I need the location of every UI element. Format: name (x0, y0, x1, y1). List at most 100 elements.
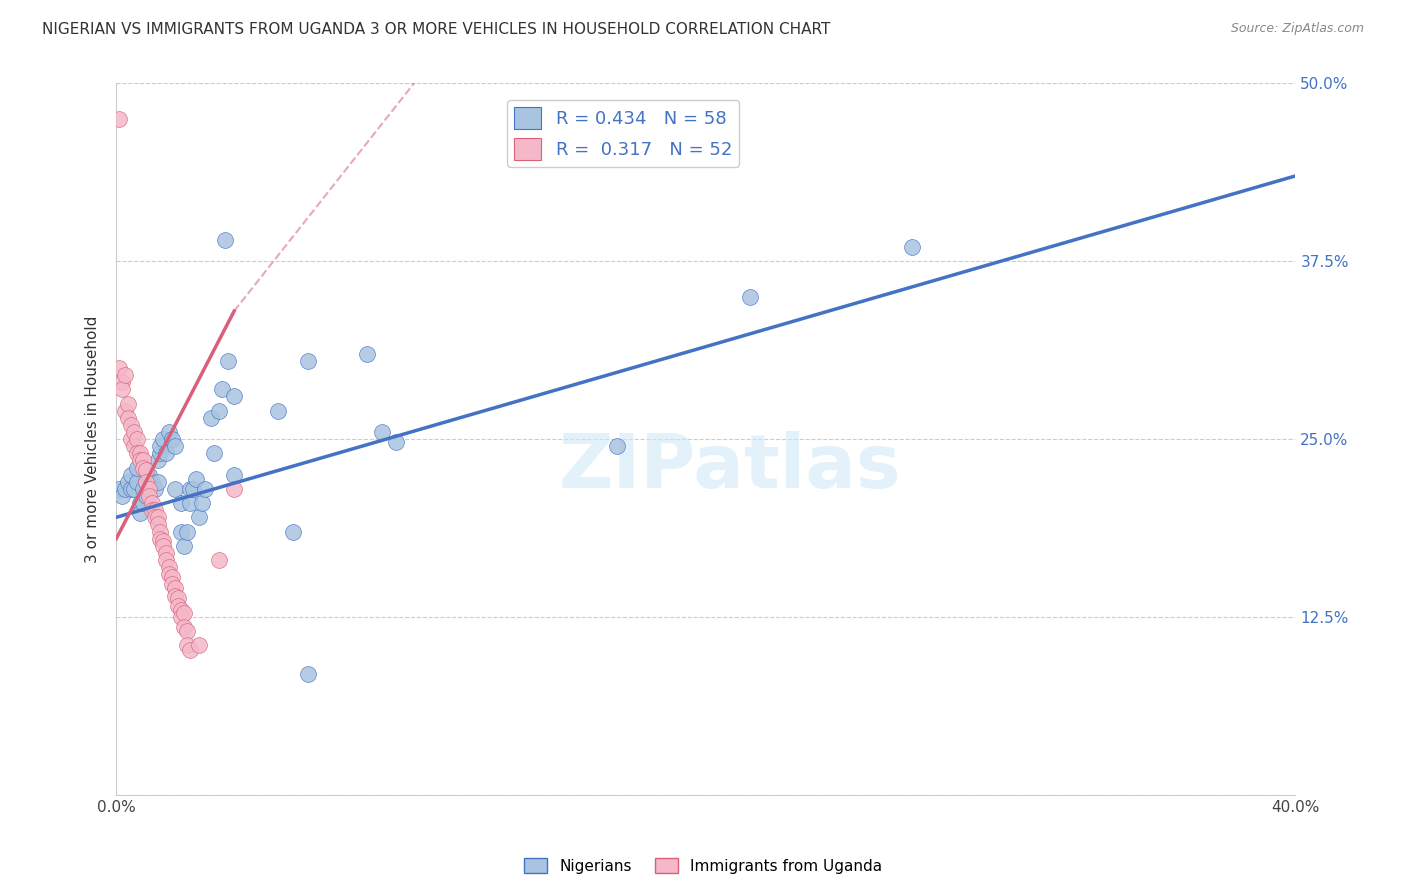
Point (173, 606, 195, 620)
Point (176, 624, 198, 639)
Point (165, 589, 187, 603)
Point (143, 503, 166, 517)
Point (162, 432, 184, 446)
Point (194, 482, 217, 496)
Point (138, 467, 160, 482)
Point (111, 489, 134, 503)
Point (187, 510, 209, 524)
Y-axis label: 3 or more Vehicles in Household: 3 or more Vehicles in Household (86, 316, 100, 563)
Point (165, 482, 187, 496)
Point (146, 475, 169, 489)
Point (167, 599, 190, 613)
Point (125, 460, 148, 475)
Point (385, 434, 408, 449)
Point (217, 354, 239, 368)
Point (141, 475, 163, 489)
Legend: Nigerians, Immigrants from Uganda: Nigerians, Immigrants from Uganda (517, 852, 889, 880)
Point (125, 446, 148, 460)
Point (146, 517, 169, 532)
Point (152, 539, 174, 553)
Point (135, 489, 157, 503)
Point (191, 496, 214, 510)
Point (173, 620, 195, 634)
Point (170, 496, 193, 510)
Point (606, 439, 628, 453)
Point (149, 439, 172, 453)
Point (114, 482, 136, 496)
Point (128, 496, 150, 510)
Point (120, 482, 142, 496)
Point (122, 425, 145, 439)
Point (224, 467, 246, 482)
Point (146, 510, 169, 524)
Point (135, 475, 157, 489)
Point (157, 425, 180, 439)
Point (125, 432, 148, 446)
Point (120, 432, 142, 446)
Point (179, 642, 201, 657)
Point (128, 453, 150, 467)
Point (108, 112, 131, 126)
Point (267, 403, 290, 417)
Point (111, 382, 134, 396)
Point (146, 453, 169, 467)
Point (173, 539, 195, 553)
Point (162, 570, 184, 584)
Point (117, 475, 139, 489)
Point (155, 446, 177, 460)
Point (214, 233, 236, 247)
Text: Source: ZipAtlas.com: Source: ZipAtlas.com (1230, 22, 1364, 36)
Point (114, 403, 136, 417)
Point (132, 460, 155, 475)
Point (901, 240, 924, 254)
Point (138, 489, 160, 503)
Point (108, 360, 131, 375)
Point (117, 410, 139, 425)
Point (132, 482, 155, 496)
Point (176, 524, 198, 539)
Point (149, 524, 172, 539)
Point (122, 482, 145, 496)
Point (184, 472, 207, 486)
Point (114, 368, 136, 382)
Point (281, 524, 304, 539)
Point (120, 467, 142, 482)
Point (181, 482, 204, 496)
Point (125, 475, 148, 489)
Point (356, 347, 378, 361)
Point (155, 546, 177, 560)
Point (211, 382, 233, 396)
Point (202, 446, 225, 460)
Point (162, 577, 184, 591)
Point (141, 503, 163, 517)
Point (170, 603, 193, 617)
Text: NIGERIAN VS IMMIGRANTS FROM UGANDA 3 OR MORE VEHICLES IN HOUSEHOLD CORRELATION C: NIGERIAN VS IMMIGRANTS FROM UGANDA 3 OR … (42, 22, 831, 37)
Point (224, 482, 246, 496)
Point (120, 417, 142, 432)
Point (111, 375, 134, 389)
Point (187, 638, 209, 652)
Point (117, 396, 139, 410)
Point (208, 553, 231, 567)
Point (128, 506, 150, 520)
Point (138, 482, 160, 496)
Point (200, 410, 222, 425)
Point (138, 482, 160, 496)
Point (170, 524, 193, 539)
Point (157, 560, 180, 574)
Point (122, 439, 145, 453)
Point (135, 475, 157, 489)
Point (135, 463, 157, 477)
Point (149, 446, 172, 460)
Point (167, 591, 190, 606)
Point (132, 496, 155, 510)
Legend: R = 0.434   N = 58, R =  0.317   N = 52: R = 0.434 N = 58, R = 0.317 N = 52 (508, 100, 740, 167)
Point (108, 482, 131, 496)
Point (152, 534, 174, 549)
Point (157, 567, 180, 582)
Point (132, 453, 155, 467)
Point (155, 553, 177, 567)
Point (152, 432, 174, 446)
Point (149, 532, 172, 546)
Text: ZIPatlas: ZIPatlas (558, 431, 901, 504)
